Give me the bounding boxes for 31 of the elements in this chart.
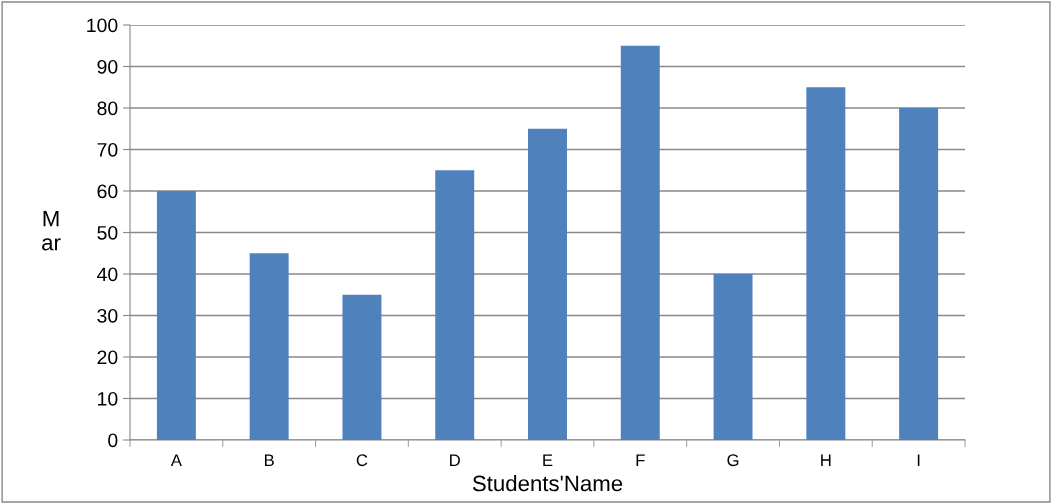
y-tick-label: 20 [97,350,118,365]
y-tick-label: 70 [97,142,118,157]
y-tick-label: 10 [98,391,118,406]
x-tick-label: H [821,454,831,466]
x-tick-label: C [356,454,368,467]
bar [899,108,939,440]
bar [528,128,567,440]
bar [806,87,846,440]
y-tick-label: 30 [97,308,118,323]
x-axis-title: Students'Name [472,474,623,492]
bar [342,294,382,440]
y-tick-label: 90 [97,59,118,74]
bar [713,274,753,440]
x-tick-label: B [264,454,274,466]
y-tick-label: 80 [97,101,118,116]
y-tick-label: 100 [87,18,118,33]
x-tick-label: G [727,454,739,467]
y-axis-title: M ar [42,210,61,251]
x-tick-label: A [170,454,182,466]
y-tick-label: 0 [108,433,118,448]
y-tick-label: 50 [97,225,118,240]
y-tick-label: 40 [97,267,118,282]
bar [156,191,196,440]
x-tick-label: F [636,454,645,466]
x-tick-label: E [543,454,553,466]
x-tick-label: D [450,454,460,466]
y-tick-label: 60 [97,184,118,199]
bar [435,170,475,440]
bar [620,45,660,440]
x-tick-label: I [917,454,920,466]
bar [249,253,289,440]
